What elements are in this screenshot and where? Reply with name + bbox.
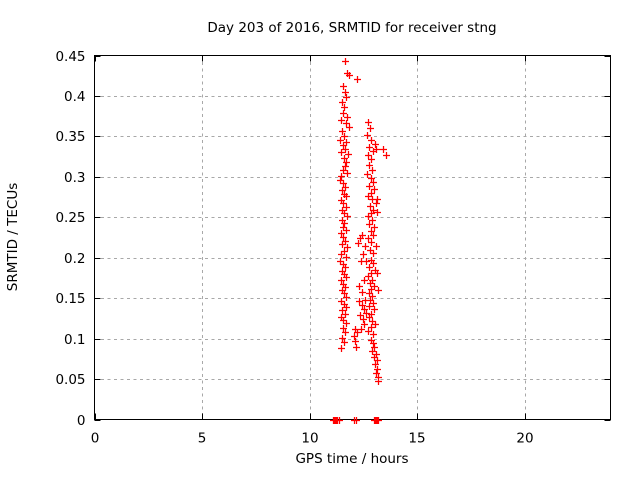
tick-labels: 0 5 10 15 20 0 0.05 0.1 0.15 0.2 0.25 0.3 0.35 0.4 0.4… (55, 49, 533, 447)
gridlines (94, 55, 611, 420)
y-tick-label: 0.45 (55, 49, 85, 65)
y-tick-label: 0.1 (64, 332, 85, 348)
y-axis-label: SRMTID / TECUs (5, 183, 21, 291)
y-tick-label: 0.4 (64, 89, 85, 105)
y-tick-label: 0.05 (55, 372, 85, 388)
x-tick-label: 0 (91, 431, 100, 447)
y-tick-label: 0.25 (55, 210, 85, 226)
x-tick-label: 10 (301, 431, 318, 447)
x-axis-label: GPS time / hours (295, 451, 408, 467)
x-tick-label: 5 (198, 431, 207, 447)
x-tick-label: 15 (408, 431, 425, 447)
data-points (330, 58, 390, 424)
y-tick-label: 0.35 (55, 129, 85, 145)
plot-border (94, 55, 611, 420)
axis-ticks (94, 55, 611, 421)
data-points-path (330, 58, 390, 424)
y-tick-label: 0 (77, 413, 86, 429)
x-tick-label: 20 (516, 431, 533, 447)
y-tick-label: 0.15 (55, 291, 85, 307)
chart-title: Day 203 of 2016, SRMTID for receiver stn… (207, 20, 496, 36)
plot-border-rect (94, 55, 611, 420)
y-tick-label: 0.3 (64, 170, 85, 186)
y-tick-label: 0.2 (64, 251, 85, 267)
